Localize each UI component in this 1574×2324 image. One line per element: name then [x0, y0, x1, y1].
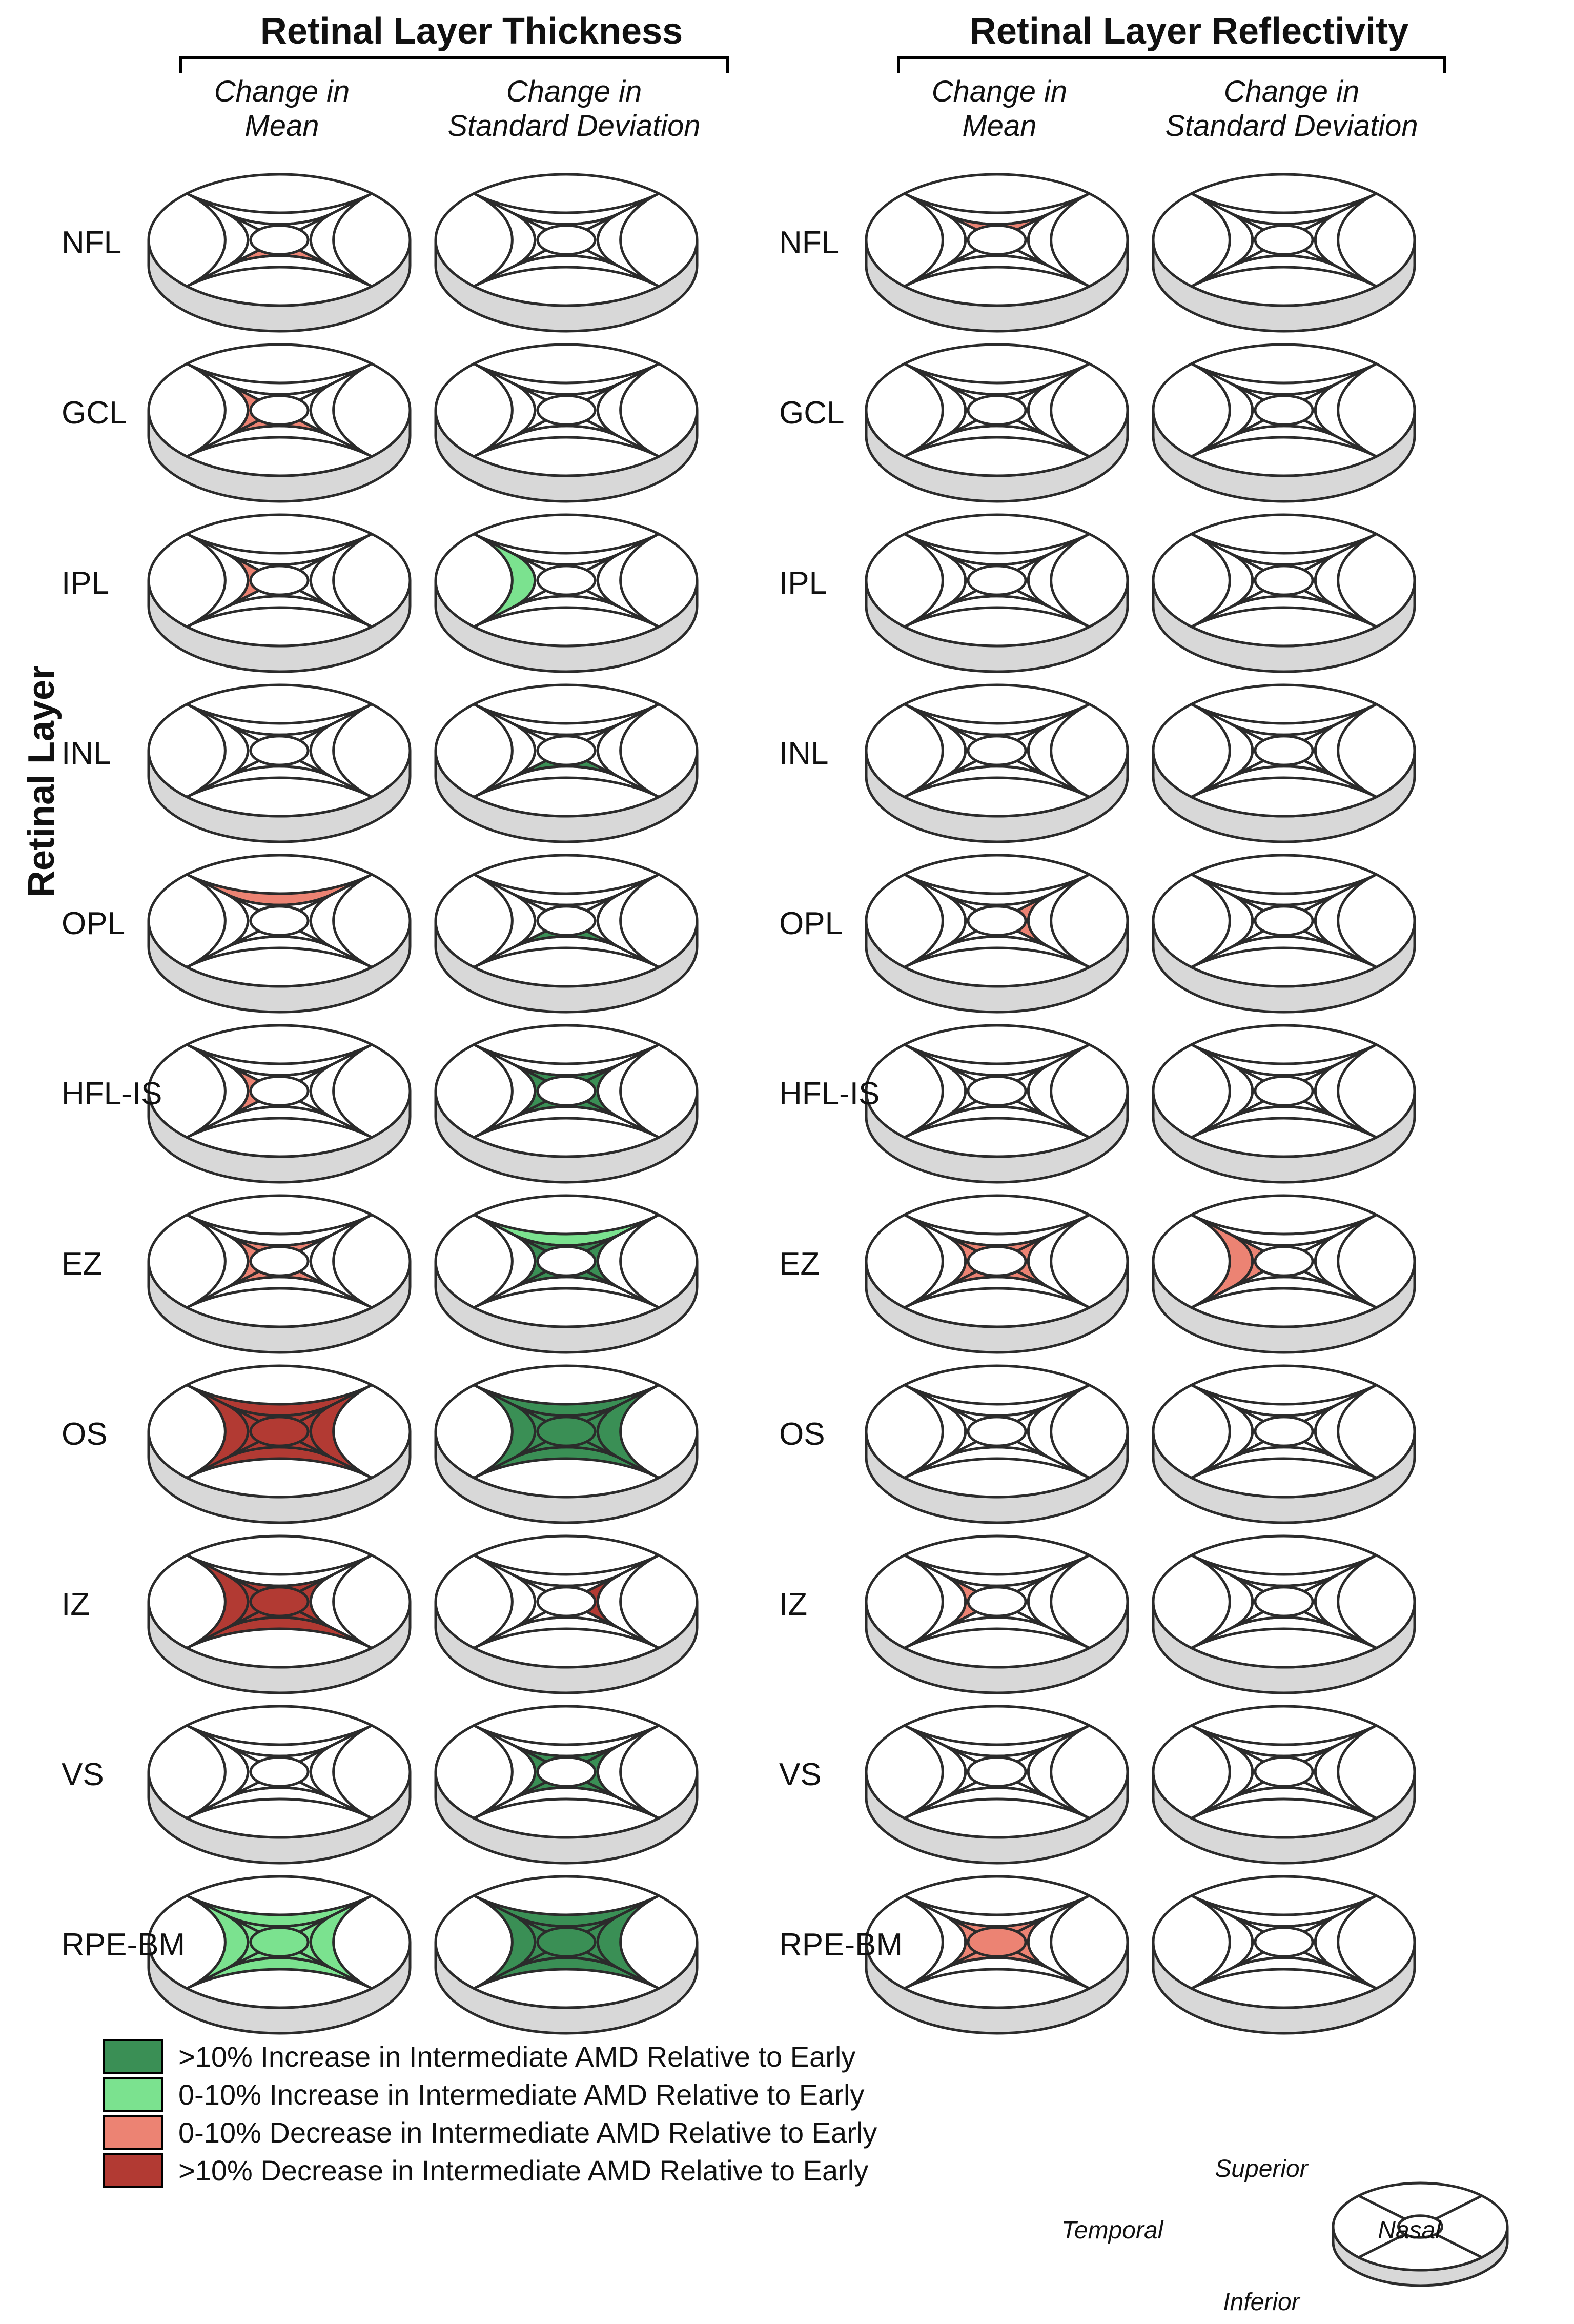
- disc-thickness_mean-OPL: [149, 855, 410, 1012]
- legend-swatch: [103, 2039, 163, 2074]
- legend-text: 0-10% Increase in Intermediate AMD Relat…: [178, 2078, 864, 2111]
- disc-reflect_mean-EZ: [866, 1196, 1128, 1352]
- disc-reflect_mean-RPE-BM: [866, 1876, 1128, 2033]
- legend-text: 0-10% Decrease in Intermediate AMD Relat…: [178, 2116, 877, 2149]
- disc-thickness_mean-VS: [149, 1706, 410, 1863]
- disc-thickness_mean-RPE-BM: [149, 1876, 410, 2033]
- row-label-left: NFL: [62, 225, 121, 261]
- disc-thickness_mean-IZ: [149, 1536, 410, 1693]
- orient-inf: Inferior: [1102, 2288, 1420, 2316]
- orient-nas: Nasal: [1378, 2216, 1441, 2245]
- disc-thickness_mean-OS: [149, 1366, 410, 1523]
- disc-thickness_sd-GCL: [436, 345, 697, 501]
- disc-reflect_mean-IPL: [866, 515, 1128, 672]
- legend-row: >10% Decrease in Intermediate AMD Relati…: [103, 2153, 877, 2188]
- row-label-left: IZ: [62, 1586, 90, 1623]
- row-label-left: IPL: [62, 565, 109, 601]
- disc-thickness_sd-INL: [436, 685, 697, 842]
- disc-reflect_mean-OPL: [866, 855, 1128, 1012]
- disc-reflect_sd-INL: [1153, 685, 1415, 842]
- disc-reflect_sd-HFL-IS: [1153, 1025, 1415, 1182]
- disc-thickness_sd-IPL: [436, 515, 697, 672]
- row-label-left: OPL: [62, 905, 125, 942]
- legend-swatch: [103, 2153, 163, 2188]
- legend-row: 0-10% Decrease in Intermediate AMD Relat…: [103, 2115, 877, 2150]
- orient-sup: Superior: [1102, 2155, 1420, 2183]
- row-label-right: GCL: [779, 395, 844, 431]
- disc-reflect_sd-NFL: [1153, 174, 1415, 331]
- orient-tmp: Temporal: [1061, 2216, 1163, 2245]
- disc-thickness_mean-INL: [149, 685, 410, 842]
- disc-thickness_sd-IZ: [436, 1536, 697, 1693]
- disc-reflect_sd-EZ: [1153, 1196, 1415, 1352]
- disc-thickness_mean-GCL: [149, 345, 410, 501]
- disc-reflect_sd-OPL: [1153, 855, 1415, 1012]
- row-label-left: EZ: [62, 1246, 102, 1282]
- disc-reflect_sd-RPE-BM: [1153, 1876, 1415, 2033]
- disc-thickness_sd-EZ: [436, 1196, 697, 1352]
- figure-root: Retinal Layer Thickness Retinal Layer Re…: [0, 0, 1574, 2221]
- legend-row: >10% Increase in Intermediate AMD Relati…: [103, 2039, 877, 2074]
- row-label-right: VS: [779, 1756, 822, 1793]
- legend-text: >10% Decrease in Intermediate AMD Relati…: [178, 2154, 868, 2187]
- disc-reflect_mean-GCL: [866, 345, 1128, 501]
- disc-thickness_mean-IPL: [149, 515, 410, 672]
- disc-thickness_sd-OPL: [436, 855, 697, 1012]
- row-label-right: IPL: [779, 565, 827, 601]
- row-label-right: EZ: [779, 1246, 820, 1282]
- legend-swatch: [103, 2115, 163, 2150]
- disc-thickness_sd-VS: [436, 1706, 697, 1863]
- disc-thickness_mean-NFL: [149, 174, 410, 331]
- row-label-right: OS: [779, 1416, 825, 1452]
- legend-row: 0-10% Increase in Intermediate AMD Relat…: [103, 2077, 877, 2112]
- disc-reflect_sd-GCL: [1153, 345, 1415, 501]
- row-label-left: VS: [62, 1756, 104, 1793]
- legend-text: >10% Increase in Intermediate AMD Relati…: [178, 2040, 855, 2073]
- disc-reflect_mean-IZ: [866, 1536, 1128, 1693]
- row-label-right: RPE-BM: [779, 1927, 903, 1963]
- disc-reflect_sd-OS: [1153, 1366, 1415, 1523]
- disc-reflect_sd-IZ: [1153, 1536, 1415, 1693]
- disc-thickness_sd-OS: [436, 1366, 697, 1523]
- disc-reflect_mean-NFL: [866, 174, 1128, 331]
- row-label-left: OS: [62, 1416, 108, 1452]
- row-label-right: NFL: [779, 225, 839, 261]
- row-label-right: OPL: [779, 905, 843, 942]
- row-label-left: HFL-IS: [62, 1076, 162, 1112]
- disc-thickness_sd-RPE-BM: [436, 1876, 697, 2033]
- row-label-left: GCL: [62, 395, 127, 431]
- legend: >10% Increase in Intermediate AMD Relati…: [103, 2036, 877, 2191]
- row-label-right: IZ: [779, 1586, 807, 1623]
- disc-thickness_sd-NFL: [436, 174, 697, 331]
- row-label-left: INL: [62, 735, 111, 772]
- disc-reflect_sd-VS: [1153, 1706, 1415, 1863]
- row-label-right: INL: [779, 735, 828, 772]
- disc-reflect_mean-HFL-IS: [866, 1025, 1128, 1182]
- legend-swatch: [103, 2077, 163, 2112]
- disc-thickness_mean-EZ: [149, 1196, 410, 1352]
- row-label-left: RPE-BM: [62, 1927, 185, 1963]
- disc-thickness_mean-HFL-IS: [149, 1025, 410, 1182]
- disc-reflect_mean-VS: [866, 1706, 1128, 1863]
- disc-reflect_mean-INL: [866, 685, 1128, 842]
- disc-thickness_sd-HFL-IS: [436, 1025, 697, 1182]
- disc-reflect_mean-OS: [866, 1366, 1128, 1523]
- row-label-right: HFL-IS: [779, 1076, 880, 1112]
- disc-reflect_sd-IPL: [1153, 515, 1415, 672]
